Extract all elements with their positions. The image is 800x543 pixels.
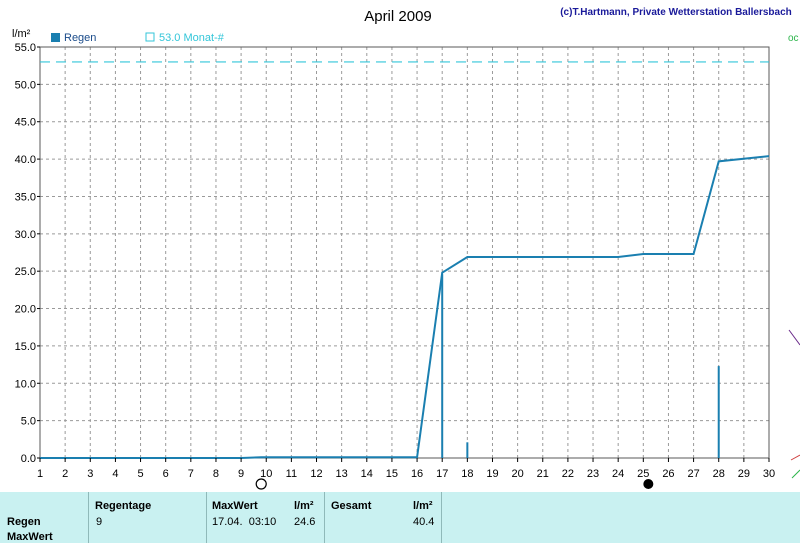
y-tick-label: 50.0	[15, 79, 36, 91]
x-tick-label: 16	[411, 468, 423, 480]
regentage-value: 9	[96, 516, 103, 528]
x-tick-label: 2	[62, 468, 68, 480]
legend-series-label: Regen	[64, 32, 96, 44]
x-tick-label: 21	[537, 468, 549, 480]
rain-chart: April 2009 (c)T.Hartmann, Private Wetter…	[12, 7, 800, 490]
regentage-label: Regentage	[95, 500, 152, 512]
summary-panel: Regen MaxWert Regentage 9 MaxWert l/m² 1…	[0, 492, 800, 543]
y-tick-label: 25.0	[15, 266, 36, 278]
edge-artifact	[788, 329, 800, 346]
x-tick-label: 8	[213, 468, 219, 480]
x-tick-label: 25	[637, 468, 649, 480]
grid-lines	[40, 47, 769, 458]
rain-cumulative-line	[40, 155, 770, 459]
x-tick-label: 18	[461, 468, 473, 480]
y-tick-label: 35.0	[15, 191, 36, 203]
y-tick-label: 15.0	[15, 341, 36, 353]
edge-artifact	[791, 469, 800, 479]
y-tick-label: 20.0	[15, 304, 36, 316]
x-tick-label: 17	[436, 468, 448, 480]
y-tick-label: 40.0	[15, 154, 36, 166]
gesamt-label: Gesamt	[331, 500, 372, 512]
x-tick-label: 14	[361, 468, 373, 480]
x-tick-label: 13	[336, 468, 348, 480]
row-label-maxwert: MaxWert	[7, 531, 53, 543]
x-tick-label: 12	[310, 468, 322, 480]
x-tick-label: 30	[763, 468, 775, 480]
x-tick-label: 10	[260, 468, 272, 480]
x-tick-label: 5	[137, 468, 143, 480]
x-tick-label: 23	[587, 468, 599, 480]
maxwert-time: 17.04. 03:10	[212, 516, 277, 528]
maxwert-label: MaxWert	[212, 500, 258, 512]
x-tick-label: 3	[87, 468, 93, 480]
y-tick-label: 0.0	[21, 453, 36, 465]
full-moon-icon	[255, 478, 267, 490]
x-tick-label: 15	[386, 468, 398, 480]
new-moon-icon	[643, 479, 654, 489]
row-label-regen: Regen	[7, 516, 41, 528]
edge-artifact	[790, 454, 800, 461]
y-tick-label: 55.0	[15, 42, 36, 54]
x-tick-label: 28	[713, 468, 725, 480]
x-tick-label: 22	[562, 468, 574, 480]
x-tick-label: 1	[37, 468, 43, 480]
chart-title: April 2009	[364, 8, 432, 25]
daily-rain-bar	[441, 274, 444, 458]
legend-reference-swatch	[145, 32, 155, 42]
y-tick-label: 30.0	[15, 229, 36, 241]
plot-frame	[39, 46, 770, 459]
y-tick-label: 10.0	[15, 378, 36, 390]
daily-rain-bar	[466, 442, 469, 458]
gesamt-value: 40.4	[413, 516, 435, 528]
y-axis-unit: l/m²	[12, 28, 31, 40]
x-tick-label: 29	[738, 468, 750, 480]
gesamt-unit: l/m²	[413, 500, 433, 512]
y-tick-label: 5.0	[21, 416, 36, 428]
y-tick-label: 45.0	[15, 117, 36, 129]
daily-rain-bar	[717, 366, 720, 458]
x-tick-label: 7	[188, 468, 194, 480]
legend-series-swatch	[51, 33, 60, 42]
x-tick-label: 26	[662, 468, 674, 480]
x-tick-label: 6	[163, 468, 169, 480]
x-tick-label: 20	[511, 468, 523, 480]
x-tick-label: 27	[687, 468, 699, 480]
edge-text-fragment: oc	[788, 33, 799, 44]
maxwert-value: 24.6	[294, 516, 316, 528]
x-tick-label: 24	[612, 468, 624, 480]
credit-text: (c)T.Hartmann, Private Wetterstation Bal…	[560, 7, 792, 18]
maxwert-unit: l/m²	[294, 500, 314, 512]
legend-reference-label: 53.0 Monat-#	[159, 32, 225, 44]
x-tick-label: 11	[286, 468, 297, 480]
x-tick-label: 4	[112, 468, 118, 480]
x-tick-label: 19	[486, 468, 498, 480]
x-tick-label: 9	[238, 468, 244, 480]
